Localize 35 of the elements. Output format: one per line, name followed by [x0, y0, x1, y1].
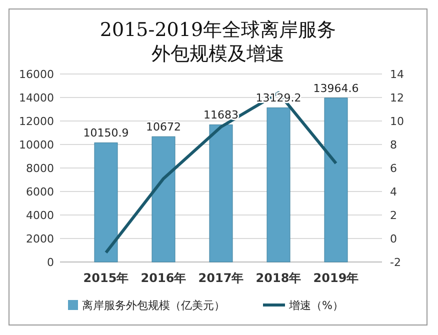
y2-tick-label: 12: [390, 92, 404, 104]
y-tick-label: 0: [47, 256, 54, 269]
y2-tick-label: 10: [390, 115, 404, 128]
x-tick-label: 2015年: [83, 271, 129, 285]
legend-label: 增速（%）: [288, 299, 344, 312]
y2-tick-label: -2: [390, 256, 401, 269]
y-tick-label: 6000: [26, 186, 54, 198]
chart-title: 2015-2019年全球离岸服务外包规模及增速: [100, 19, 336, 65]
y2-tick-label: 4: [390, 186, 397, 198]
y-tick-label: 14000: [19, 92, 54, 104]
data-label: 13964.6: [313, 82, 359, 95]
y-tick-label: 16000: [19, 68, 54, 81]
bar: [94, 142, 118, 262]
bar: [152, 136, 176, 262]
y2-tick-label: 14: [390, 68, 404, 81]
y2-tick-label: 6: [390, 162, 397, 175]
y-tick-label: 2000: [26, 232, 54, 246]
x-tick-label: 2017年: [198, 271, 244, 285]
y-tick-label: 4000: [26, 209, 54, 222]
x-tick-label: 2016年: [140, 271, 186, 285]
y-tick-label: 10000: [19, 138, 54, 152]
y-tick-label: 8000: [26, 162, 54, 175]
bar: [266, 107, 290, 262]
y-tick-label: 12000: [19, 115, 54, 128]
data-label: 11683: [204, 108, 238, 122]
x-tick-label: 2018年: [256, 271, 302, 285]
y2-tick-label: 0: [390, 232, 397, 246]
legend-label: 离岸服务外包规模（亿美元）: [82, 299, 225, 312]
data-label: 10150.9: [83, 126, 129, 140]
y2-tick-label: 8: [390, 138, 397, 152]
data-label: 10672: [146, 120, 181, 134]
bar: [324, 98, 348, 262]
y2-tick-label: 2: [390, 209, 397, 222]
x-tick-label: 2019年: [313, 271, 359, 285]
bar: [209, 124, 233, 262]
